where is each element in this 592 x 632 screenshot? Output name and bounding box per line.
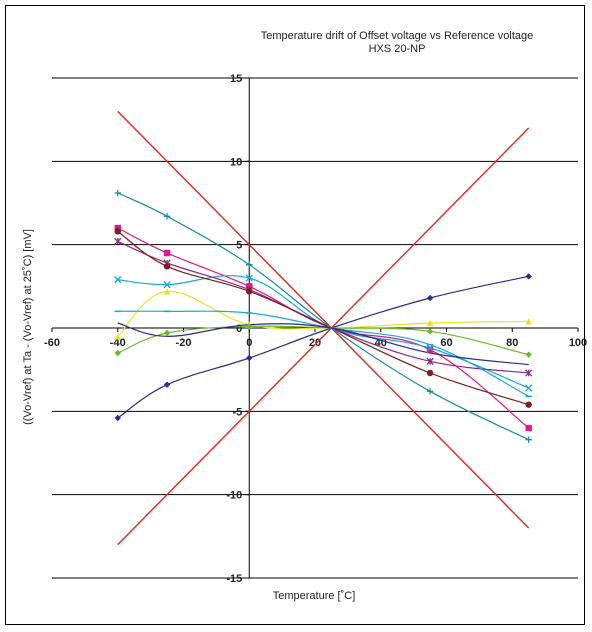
data-point [114,276,122,284]
x-tick-label: -40 [110,337,126,349]
limit-line [117,110,530,329]
data-point [426,388,434,395]
data-point [426,346,434,353]
series-line [117,192,529,441]
data-point [114,333,121,340]
series-line [117,240,529,374]
data-point [525,384,533,392]
data-point [114,237,122,245]
data-point [525,273,532,280]
data-point [163,213,171,220]
data-point [246,323,253,330]
data-point [525,318,532,325]
data-point [246,354,253,362]
series-line [117,290,529,337]
data-point [246,288,253,295]
data-point [114,414,121,422]
data-point [525,436,532,443]
data-point [426,294,434,302]
data-point [426,328,434,335]
x-tick-label: 80 [506,337,518,349]
data-point [426,357,434,365]
series-line [117,230,529,406]
data-point [114,224,121,232]
data-point [246,261,253,268]
y-tick-label: -10 [226,490,242,502]
data-point [426,344,434,352]
y-tick-label: 0 [236,323,242,335]
data-point [426,369,434,377]
data-point [163,381,171,388]
data-point [163,288,171,295]
x-tick-label: 60 [440,337,452,349]
data-point [114,189,121,197]
data-point [426,319,434,327]
data-point [163,249,171,257]
x-tick-label: 0 [246,337,252,349]
chart-frame [5,5,585,625]
y-tick-label: 10 [230,156,242,168]
data-point [114,228,121,235]
x-tick-label: -60 [44,337,60,349]
data-point [163,263,171,270]
chart-subtitle: HXS 20-NP [369,43,426,55]
y-tick-label: -15 [226,573,242,585]
chart-title: Temperature drift of Offset voltage vs R… [261,30,534,42]
data-point [525,369,533,377]
y-tick-label: 5 [236,240,242,252]
data-point [245,274,253,282]
data-point [163,329,171,337]
x-tick-label: 100 [569,337,587,349]
data-point [163,281,171,289]
data-point [114,349,121,357]
y-axis-label: ((Vo-Vref) at Ta - (Vo-Vref) at 25˚C) [m… [22,229,34,425]
x-axis-label: Temperature [˚C] [273,590,356,602]
x-tick-label: 20 [309,337,321,349]
y-tick-label: 15 [230,73,242,85]
limit-line [117,327,530,546]
data-point [525,401,532,408]
x-tick-label: -20 [176,337,192,349]
series-line [117,322,529,366]
data-point [525,424,532,432]
data-point [246,283,253,290]
data-point [525,351,532,358]
y-tick-label: -5 [232,406,242,418]
